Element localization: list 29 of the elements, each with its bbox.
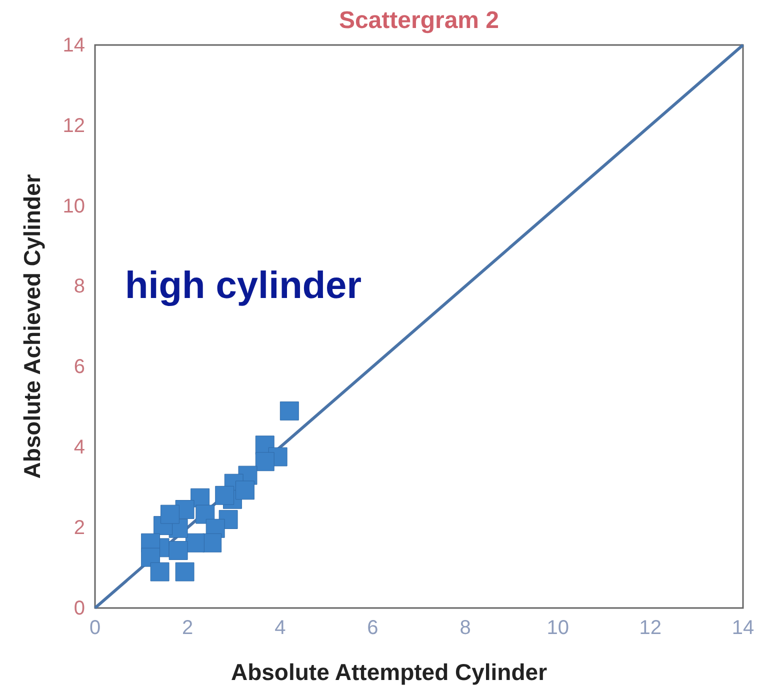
y-tick-label: 6: [74, 356, 85, 378]
chart-title: Scattergram 2: [338, 7, 500, 34]
x-tick-label: 10: [546, 617, 569, 640]
x-tick-label: 0: [89, 617, 101, 640]
x-axis-title: Absolute Attempted Cylinder: [230, 659, 548, 685]
point: [175, 562, 194, 582]
x-tick-label: 8: [460, 617, 471, 640]
point: [215, 486, 234, 505]
x-tick-label: 6: [367, 617, 378, 640]
point: [235, 480, 254, 500]
point: [160, 504, 180, 524]
x-tick-label: 4: [274, 617, 286, 640]
y-tick-label: 4: [74, 436, 85, 459]
y-tick-label: 10: [62, 195, 85, 218]
x-tick-label: 2: [182, 617, 194, 640]
x-tick-label: 12: [639, 617, 662, 640]
point: [150, 562, 170, 582]
y-tick-label: 12: [62, 114, 85, 137]
point: [202, 533, 222, 552]
annotation: high cylinder: [125, 265, 362, 307]
y-tick-label: 8: [74, 276, 85, 298]
y-tick-label: 14: [62, 34, 85, 56]
x-tick-label: 14: [732, 617, 754, 640]
point: [168, 541, 188, 560]
y-tick-label: 2: [74, 516, 85, 539]
y-axis-title: Absolute Achieved Cylinder: [19, 174, 45, 479]
y-tick-label: 0: [74, 597, 85, 620]
point: [255, 452, 274, 472]
point: [280, 401, 299, 420]
